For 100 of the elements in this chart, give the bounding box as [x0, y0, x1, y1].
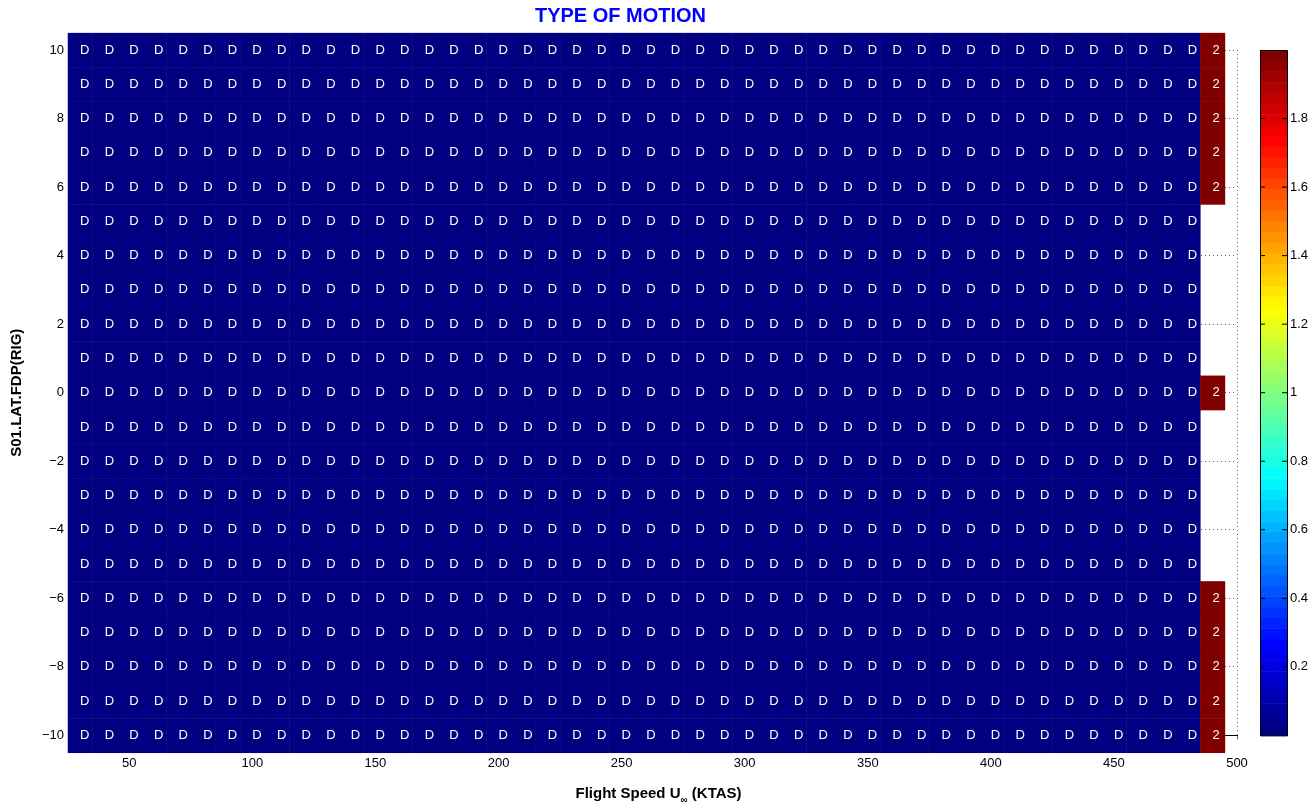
- data-label: D: [769, 692, 779, 708]
- data-label: D: [990, 110, 1001, 126]
- data-label: D: [916, 110, 927, 126]
- data-label: D: [818, 212, 828, 228]
- data-label: D: [1113, 418, 1124, 434]
- data-label: D: [1015, 178, 1025, 194]
- data-label: D: [720, 281, 730, 297]
- data-label: D: [670, 555, 681, 571]
- data-label: D: [1163, 692, 1173, 708]
- data-label: D: [498, 350, 508, 366]
- data-label: D: [818, 144, 828, 160]
- data-label: 2: [1212, 384, 1220, 400]
- data-label: D: [1138, 521, 1148, 537]
- data-label: D: [424, 487, 435, 503]
- data-label: D: [1089, 247, 1099, 263]
- data-label: D: [326, 247, 336, 263]
- data-label: D: [473, 212, 484, 228]
- data-label: D: [621, 315, 631, 331]
- data-label: D: [227, 452, 238, 468]
- data-label: D: [178, 350, 188, 366]
- data-label: D: [375, 247, 385, 263]
- data-label: 2: [1212, 624, 1220, 640]
- data-label: D: [350, 589, 361, 605]
- data-label: D: [523, 178, 533, 194]
- data-label: D: [276, 589, 287, 605]
- data-label: D: [990, 212, 1001, 228]
- data-label: D: [375, 452, 385, 468]
- data-label: D: [375, 384, 385, 400]
- data-label: D: [473, 487, 484, 503]
- color-bar-label: 1.6: [1290, 178, 1309, 194]
- data-label: D: [227, 75, 238, 91]
- data-label: D: [104, 110, 115, 126]
- data-label: D: [793, 418, 804, 434]
- data-label: D: [400, 75, 410, 91]
- data-label: D: [1064, 452, 1075, 468]
- data-label: D: [400, 350, 410, 366]
- data-label: D: [449, 589, 459, 605]
- data-label: D: [326, 555, 336, 571]
- data-label: D: [596, 178, 607, 194]
- data-label: D: [867, 247, 878, 263]
- data-label: D: [916, 281, 927, 297]
- data-label: D: [1163, 110, 1173, 126]
- data-label: D: [892, 658, 902, 674]
- data-label: D: [80, 110, 90, 126]
- data-label: D: [843, 487, 853, 503]
- data-label: D: [326, 589, 336, 605]
- data-label: D: [400, 212, 410, 228]
- data-label: D: [1138, 658, 1148, 674]
- data-label: D: [523, 110, 533, 126]
- data-label: D: [670, 110, 681, 126]
- data-label: D: [744, 658, 755, 674]
- color-bar-label: 0.6: [1290, 521, 1309, 537]
- data-label: D: [449, 178, 459, 194]
- data-label: D: [941, 75, 951, 91]
- data-label: D: [252, 350, 262, 366]
- data-label: D: [449, 726, 459, 742]
- data-label: D: [769, 350, 779, 366]
- data-label: D: [867, 418, 878, 434]
- data-label: D: [80, 658, 90, 674]
- data-label: D: [153, 110, 164, 126]
- data-label: D: [523, 658, 533, 674]
- data-label: D: [129, 487, 139, 503]
- data-label: D: [867, 589, 878, 605]
- data-label: D: [252, 726, 262, 742]
- data-label: D: [621, 41, 631, 57]
- data-label: D: [227, 144, 238, 160]
- data-label: D: [104, 692, 115, 708]
- data-label: D: [104, 589, 115, 605]
- data-label: D: [720, 41, 730, 57]
- data-label: D: [1113, 487, 1124, 503]
- data-label: D: [547, 247, 558, 263]
- color-bar-label: 1: [1290, 384, 1298, 400]
- data-label: D: [301, 350, 311, 366]
- data-label: D: [153, 589, 164, 605]
- data-label: D: [375, 418, 385, 434]
- data-label: D: [80, 178, 90, 194]
- data-label: D: [990, 658, 1001, 674]
- data-label: D: [178, 41, 188, 57]
- data-label: D: [104, 281, 115, 297]
- data-label: D: [547, 41, 558, 57]
- data-label: D: [153, 144, 164, 160]
- data-label: D: [153, 247, 164, 263]
- data-label: D: [646, 281, 656, 297]
- data-label: D: [227, 384, 238, 400]
- data-label: D: [129, 384, 139, 400]
- data-label: D: [424, 692, 435, 708]
- data-label: D: [153, 315, 164, 331]
- data-label: D: [1015, 555, 1025, 571]
- data-label: D: [1163, 452, 1173, 468]
- data-label: D: [227, 692, 238, 708]
- data-label: D: [129, 692, 139, 708]
- data-label: D: [178, 589, 188, 605]
- data-label: D: [572, 315, 582, 331]
- data-label: D: [276, 144, 287, 160]
- data-label: D: [449, 281, 459, 297]
- data-label: D: [1089, 555, 1099, 571]
- data-label: D: [1113, 110, 1124, 126]
- data-label: D: [670, 350, 681, 366]
- data-label: D: [1187, 624, 1198, 640]
- data-label: D: [153, 41, 164, 57]
